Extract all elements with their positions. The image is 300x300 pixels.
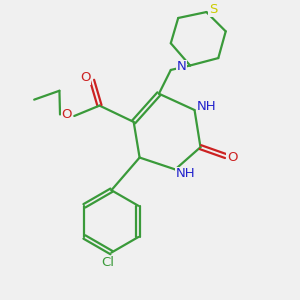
Text: NH: NH — [176, 167, 195, 180]
Text: N: N — [177, 61, 187, 74]
Text: NH: NH — [197, 100, 217, 113]
Text: O: O — [61, 108, 72, 121]
Text: O: O — [80, 71, 91, 84]
Text: S: S — [209, 3, 217, 16]
Text: O: O — [227, 151, 238, 164]
Text: Cl: Cl — [101, 256, 114, 269]
